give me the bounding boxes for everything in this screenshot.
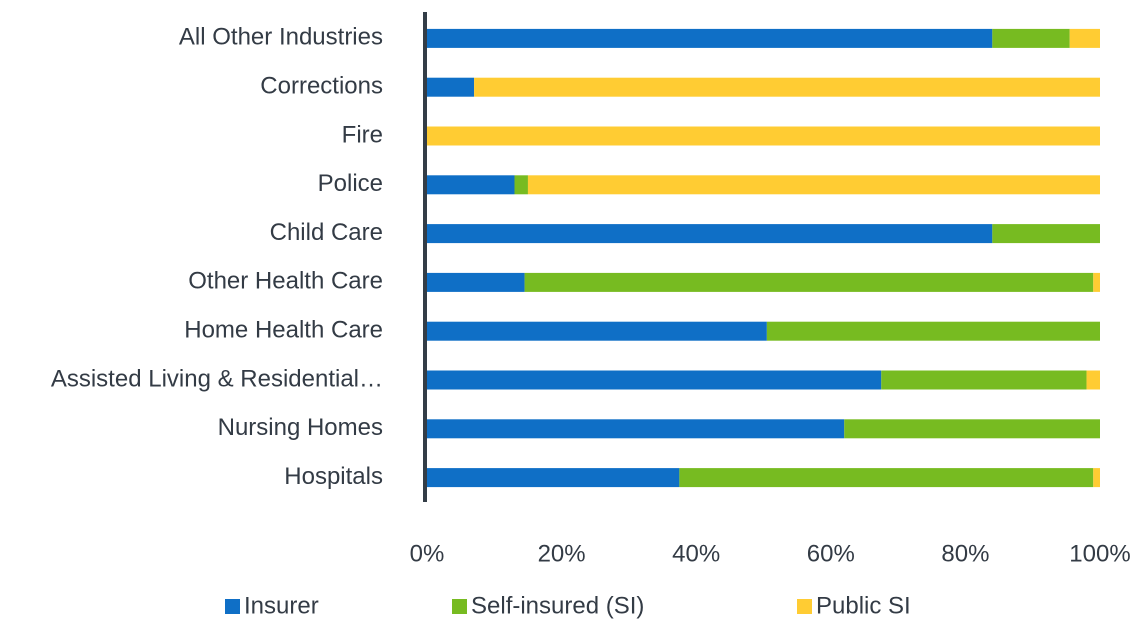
legend-swatch: [797, 599, 812, 614]
x-tick-label: 0%: [410, 540, 445, 567]
y-tick-label: Hospitals: [284, 463, 383, 490]
bar-segment: [427, 224, 993, 244]
bar-segment: [844, 419, 1100, 439]
bar-segment: [427, 419, 845, 439]
legend-label: Insurer: [244, 592, 319, 619]
legend-swatch: [452, 599, 467, 614]
bar-segment: [427, 370, 882, 390]
bar-segment: [1086, 370, 1100, 390]
x-tick-label: 60%: [807, 540, 855, 567]
y-tick-label: Home Health Care: [184, 317, 383, 344]
bar-segment: [427, 272, 525, 292]
y-tick-label: Police: [318, 170, 383, 197]
x-tick-label: 80%: [941, 540, 989, 567]
bar-segment: [524, 272, 1094, 292]
x-tick-label: 40%: [672, 540, 720, 567]
bar-segment: [1069, 28, 1100, 48]
y-tick-label: Fire: [342, 121, 383, 148]
bar-segment: [427, 175, 515, 195]
bar-segment: [474, 77, 1100, 97]
bar-segment: [427, 126, 1100, 146]
bar-segment: [992, 28, 1070, 48]
y-tick-label: Nursing Homes: [218, 414, 383, 441]
y-tick-label: Other Health Care: [188, 268, 383, 295]
bar-segment: [1093, 468, 1100, 488]
bar-segment: [427, 77, 475, 97]
x-tick-label: 100%: [1069, 540, 1130, 567]
x-tick-label: 20%: [538, 540, 586, 567]
y-tick-label: Child Care: [270, 219, 383, 246]
bar-segment: [514, 175, 528, 195]
bar-segment: [1093, 272, 1100, 292]
bar-segment: [427, 468, 680, 488]
legend-label: Public SI: [816, 592, 911, 619]
bar-segment: [427, 28, 993, 48]
legend-label: Self-insured (SI): [471, 592, 644, 619]
y-tick-label: Assisted Living & Residential…: [51, 365, 383, 392]
bar-segment: [527, 175, 1100, 195]
bar-segment: [679, 468, 1094, 488]
y-tick-label: Corrections: [260, 73, 383, 100]
legend-swatch: [225, 599, 240, 614]
bar-segment: [766, 321, 1100, 341]
bar-segment: [992, 224, 1100, 244]
bar-segment: [427, 321, 767, 341]
y-tick-label: All Other Industries: [179, 24, 383, 51]
bar-segment: [881, 370, 1087, 390]
